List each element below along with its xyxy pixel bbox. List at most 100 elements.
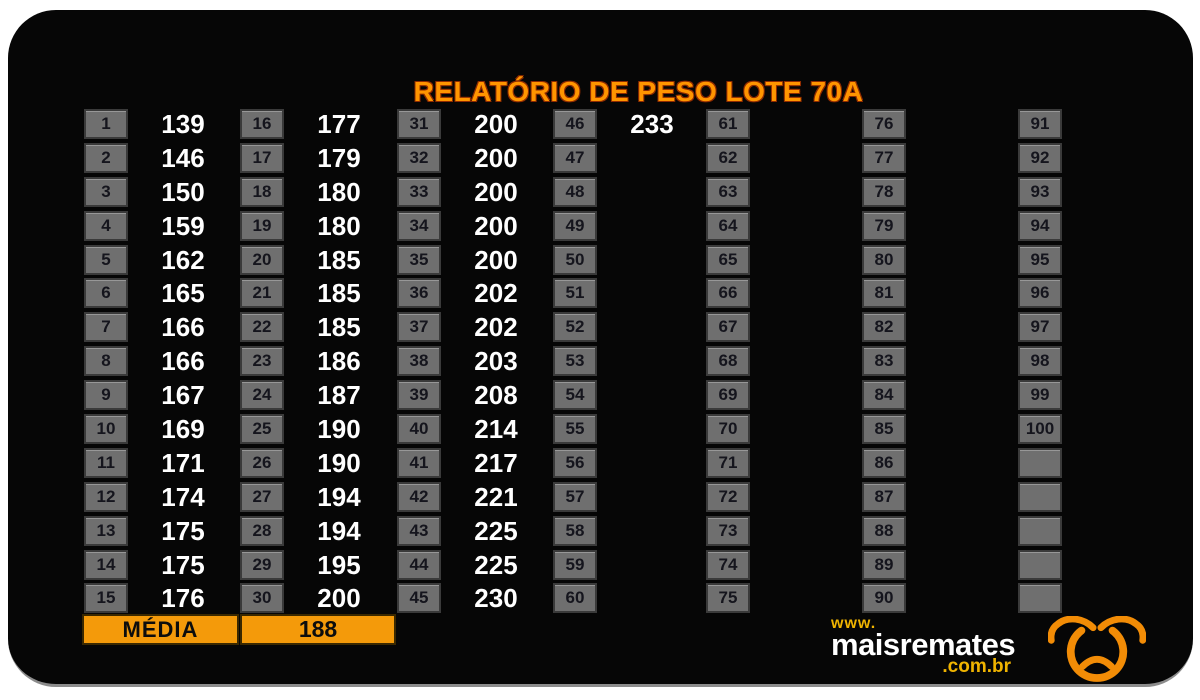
table-row: 81 — [862, 278, 1016, 309]
table-row: 61 — [706, 109, 860, 139]
table-row: 23 186 — [240, 346, 394, 377]
weight-value: 166 — [161, 346, 205, 377]
weight-value: 217 — [474, 447, 518, 478]
weight-value: 200 — [474, 176, 518, 207]
table-row: 43 225 — [397, 515, 551, 546]
empty-number-cell — [1018, 447, 1062, 478]
logo-name-text: maisremates — [831, 627, 1016, 662]
empty-number-cell — [1018, 481, 1062, 512]
table-row: 84 — [862, 380, 1016, 411]
table-row: 15 176 — [84, 583, 238, 614]
weight-value — [597, 550, 707, 580]
weight-value: 208 — [474, 380, 518, 411]
weight-value — [750, 143, 860, 173]
animal-number-cell: 97 — [1018, 312, 1062, 343]
table-row: 67 — [706, 312, 860, 343]
weight-value: 174 — [161, 481, 205, 512]
column-group-tags-61-75: 61 62 63 64 65 66 67 68 69 70 71 72 73 74 75 — [706, 109, 860, 614]
table-row: 71 — [706, 447, 860, 478]
animal-number-cell: 16 — [240, 109, 284, 139]
animal-number-cell: 76 — [862, 109, 906, 139]
weight-value: 195 — [317, 549, 361, 580]
animal-number-cell: 45 — [397, 583, 441, 614]
table-row: 45 230 — [397, 583, 551, 614]
table-row — [1018, 481, 1172, 512]
empty-number-cell — [1018, 583, 1062, 614]
weight-value — [1062, 414, 1172, 444]
animal-number-cell: 89 — [862, 549, 906, 580]
table-row: 31 200 — [397, 109, 551, 139]
animal-number-cell: 54 — [553, 380, 597, 411]
animal-number-cell: 15 — [84, 583, 128, 614]
animal-number-cell: 62 — [706, 142, 750, 173]
table-row: 96 — [1018, 278, 1172, 309]
table-row: 17 179 — [240, 142, 394, 173]
weight-value: 166 — [161, 312, 205, 343]
weight-value: 146 — [161, 142, 205, 173]
table-row: 50 — [553, 244, 707, 275]
empty-number-cell — [1018, 549, 1062, 580]
weight-value — [1062, 448, 1172, 478]
weight-value — [750, 516, 860, 546]
animal-number-cell: 83 — [862, 346, 906, 377]
animal-number-cell: 69 — [706, 380, 750, 411]
animal-number-cell: 56 — [553, 447, 597, 478]
table-row: 28 194 — [240, 515, 394, 546]
table-row: 27 194 — [240, 481, 394, 512]
animal-number-cell: 78 — [862, 176, 906, 207]
table-row: 73 — [706, 515, 860, 546]
weight-value: 175 — [161, 515, 205, 546]
table-row: 44 225 — [397, 549, 551, 580]
weight-value — [750, 482, 860, 512]
column-group-tags-76-90: 76 77 78 79 80 81 82 83 84 85 86 87 88 89 90 — [862, 109, 1016, 614]
animal-number-cell: 20 — [240, 244, 284, 275]
table-row: 42 221 — [397, 481, 551, 512]
table-row: 78 — [862, 176, 1016, 207]
animal-number-cell: 22 — [240, 312, 284, 343]
animal-number-cell: 64 — [706, 210, 750, 241]
animal-number-cell: 50 — [553, 244, 597, 275]
weight-value — [906, 143, 1016, 173]
table-row: 25 190 — [240, 414, 394, 445]
animal-number-cell: 84 — [862, 380, 906, 411]
weight-table: 1 139 2 146 3 150 4 159 5 162 6 165 7 166 8 166 9 167 10 16… — [8, 10, 1193, 684]
weight-value — [750, 550, 860, 580]
table-row: 19 180 — [240, 210, 394, 241]
average-row: MÉDIA 188 — [82, 614, 396, 645]
animal-number-cell: 92 — [1018, 142, 1062, 173]
weight-value — [906, 448, 1016, 478]
animal-number-cell: 31 — [397, 109, 441, 139]
weight-value: 185 — [317, 312, 361, 343]
animal-number-cell: 27 — [240, 481, 284, 512]
animal-number-cell: 1 — [84, 109, 128, 139]
animal-number-cell: 30 — [240, 583, 284, 614]
logo-domain-text: .com.br — [942, 656, 1011, 677]
weight-value: 214 — [474, 414, 518, 445]
table-row: 37 202 — [397, 312, 551, 343]
animal-number-cell: 91 — [1018, 109, 1062, 139]
animal-number-cell: 96 — [1018, 278, 1062, 309]
animal-number-cell: 39 — [397, 380, 441, 411]
weight-value: 200 — [474, 210, 518, 241]
table-row: 52 — [553, 312, 707, 343]
weight-value: 190 — [317, 414, 361, 445]
weight-value — [597, 380, 707, 410]
table-row: 10 169 — [84, 414, 238, 445]
animal-number-cell: 74 — [706, 549, 750, 580]
weight-value — [597, 448, 707, 478]
table-row — [1018, 447, 1172, 478]
weight-value: 203 — [474, 346, 518, 377]
animal-number-cell: 38 — [397, 346, 441, 377]
weight-value — [597, 245, 707, 275]
animal-number-cell: 60 — [553, 583, 597, 614]
weight-value — [1062, 516, 1172, 546]
table-row: 29 195 — [240, 549, 394, 580]
animal-number-cell: 90 — [862, 583, 906, 614]
animal-number-cell: 82 — [862, 312, 906, 343]
table-row: 8 166 — [84, 346, 238, 377]
weight-value: 180 — [317, 176, 361, 207]
table-row: 87 — [862, 481, 1016, 512]
weight-value: 171 — [161, 447, 205, 478]
weight-value: 200 — [474, 109, 518, 139]
weight-value — [1062, 109, 1172, 139]
